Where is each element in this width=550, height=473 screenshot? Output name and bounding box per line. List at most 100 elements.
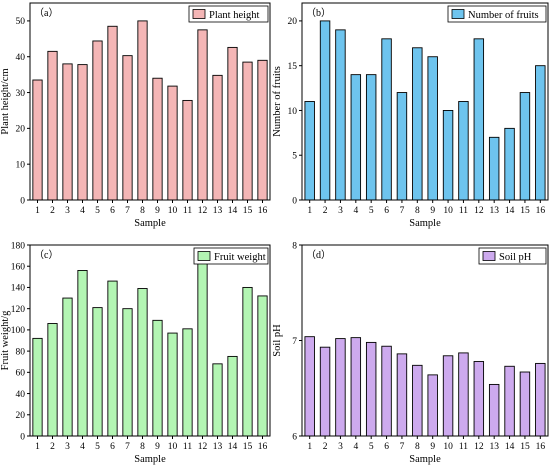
- legend-swatch: [197, 251, 211, 261]
- x-tick-label: 14: [228, 206, 238, 216]
- x-tick-label: 14: [505, 442, 515, 452]
- bar-2: [319, 20, 331, 201]
- x-tick-label: 10: [168, 206, 178, 216]
- y-tick-label: 80: [16, 347, 26, 357]
- bar-7: [396, 92, 408, 201]
- chart-panel-3: 1 2 3 4 5 6 7 8 9 10 11 12 13 14 15 1602040608010012014…: [0, 241, 271, 465]
- bar-14: [504, 365, 515, 437]
- x-axis-label: Sample: [134, 454, 166, 465]
- legend-swatch: [192, 9, 206, 19]
- bar-14: [227, 46, 238, 201]
- bar-5: [365, 74, 377, 201]
- legend: Fruit weight: [193, 247, 269, 265]
- x-tick-label: 16: [258, 442, 268, 452]
- x-tick-label: 1: [307, 442, 312, 452]
- x-axis-label: Sample: [134, 218, 166, 229]
- bar-3: [62, 63, 73, 201]
- bar-13: [212, 363, 223, 437]
- x-tick-label: 7: [400, 206, 405, 216]
- x-tick-label: 11: [459, 442, 468, 452]
- x-tick-label: 2: [50, 206, 55, 216]
- bar-1: [32, 337, 43, 437]
- bar-1: [32, 79, 43, 201]
- y-axis-label: Fruit weight/g: [0, 310, 11, 371]
- y-tick-label: 15: [288, 62, 298, 72]
- bar-5: [92, 40, 103, 201]
- bar-15: [242, 286, 253, 437]
- x-tick-label: 1: [35, 206, 40, 216]
- x-tick-label: 6: [384, 206, 389, 216]
- bar-6: [107, 25, 118, 201]
- legend-swatch: [482, 251, 496, 261]
- bar-2: [47, 323, 58, 437]
- x-tick-label: 6: [384, 442, 389, 452]
- y-tick-label: 20: [288, 17, 298, 27]
- bar-10: [167, 332, 178, 437]
- bar-7: [122, 55, 133, 201]
- x-tick-label: 16: [258, 206, 268, 216]
- y-tick-label: 0: [292, 196, 297, 206]
- y-tick-label: 10: [16, 160, 26, 170]
- x-tick-label: 9: [430, 206, 435, 216]
- x-tick-label: 5: [369, 206, 374, 216]
- bar-16: [535, 65, 546, 201]
- bar-15: [519, 371, 531, 437]
- x-tick-label: 13: [213, 442, 223, 452]
- x-tick-label: 5: [95, 206, 100, 216]
- legend-label: Number of fruits: [468, 10, 539, 21]
- x-tick-label: 10: [168, 442, 178, 452]
- x-tick-label: 16: [536, 442, 546, 452]
- bar-14: [227, 355, 238, 437]
- panel-label: （d）: [306, 249, 331, 261]
- x-tick-label: 5: [95, 442, 100, 452]
- x-tick-label: 11: [183, 442, 192, 452]
- bar-9: [152, 319, 163, 437]
- x-tick-label: 8: [140, 442, 145, 452]
- x-tick-label: 2: [50, 442, 55, 452]
- x-tick-label: 8: [140, 206, 145, 216]
- bar-12: [197, 29, 208, 201]
- bar-16: [257, 59, 268, 201]
- bar-1: [304, 336, 315, 437]
- x-tick-label: 1: [307, 206, 312, 216]
- y-tick-label: 8: [292, 241, 297, 251]
- y-tick-label: 20: [16, 411, 26, 421]
- y-tick-label: 10: [288, 107, 298, 117]
- bar-3: [62, 297, 73, 437]
- x-tick-label: 13: [489, 442, 499, 452]
- bar-12: [473, 38, 485, 201]
- x-tick-label: 10: [443, 206, 453, 216]
- plot-frame: [29, 2, 271, 201]
- x-tick-label: 12: [198, 442, 208, 452]
- bar-12: [197, 259, 208, 437]
- x-tick-label: 4: [353, 206, 358, 216]
- bar-9: [427, 374, 438, 437]
- bar-10: [442, 355, 454, 437]
- bar-6: [381, 345, 392, 437]
- legend: Soil pH: [478, 247, 547, 265]
- bar-6: [381, 38, 392, 201]
- x-tick-label: 2: [323, 442, 328, 452]
- x-tick-label: 3: [65, 206, 70, 216]
- bar-5: [92, 307, 103, 437]
- bar-7: [122, 308, 133, 437]
- legend-box: [188, 5, 269, 23]
- bar-15: [242, 61, 253, 201]
- x-axis-label: Sample: [409, 454, 441, 465]
- panel-label: （c）: [34, 249, 58, 261]
- y-tick-label: 40: [16, 53, 26, 63]
- x-tick-label: 9: [155, 442, 160, 452]
- legend-swatch: [451, 9, 465, 19]
- chart-panel-1: 1 2 3 4 5 6 7 8 9 10 11 12 13 14 15 1601020304050Sample…: [0, 2, 271, 229]
- bar-8: [137, 288, 148, 437]
- bar-8: [412, 364, 423, 437]
- panel-label: （b）: [306, 7, 331, 19]
- bar-12: [473, 361, 485, 437]
- y-axis-label: Number of fruits: [272, 66, 283, 137]
- x-tick-label: 12: [474, 442, 484, 452]
- y-tick-label: 5: [292, 152, 297, 162]
- x-tick-label: 12: [198, 206, 208, 216]
- x-tick-label: 7: [125, 442, 130, 452]
- y-tick-label: 140: [11, 284, 26, 294]
